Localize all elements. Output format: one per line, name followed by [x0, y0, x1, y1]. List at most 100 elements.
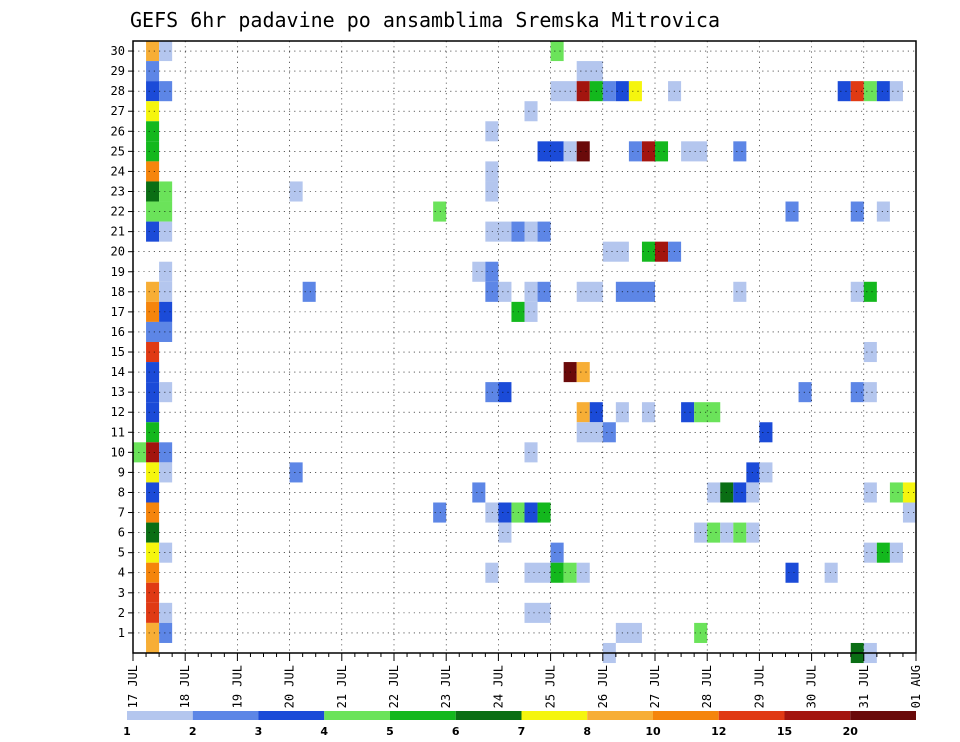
data-cell: [146, 582, 160, 603]
data-cell: [472, 261, 486, 282]
data-cell: [876, 542, 890, 563]
x-tick-label: 26 JUL: [596, 665, 610, 708]
y-tick-label: 1: [118, 626, 125, 640]
y-tick-label: 17: [111, 305, 125, 319]
y-tick-label: 16: [111, 325, 125, 339]
x-tick-label: 24 JUL: [491, 665, 505, 708]
data-cell: [889, 81, 903, 102]
data-cell: [146, 602, 160, 623]
data-cell: [798, 382, 812, 403]
data-cell: [159, 41, 173, 62]
data-cell: [146, 41, 160, 62]
legend-swatch: [521, 711, 588, 720]
data-cell: [550, 562, 564, 583]
x-tick-label: 27 JUL: [648, 665, 662, 708]
y-tick-label: 30: [111, 44, 125, 58]
legend-label: 7: [518, 725, 526, 738]
x-tick-label: 17 JUL: [126, 665, 140, 708]
data-cell: [863, 281, 877, 302]
data-cell: [498, 502, 512, 523]
y-tick-label: 28: [111, 84, 125, 98]
data-cell: [876, 81, 890, 102]
legend-swatch: [784, 711, 851, 720]
y-tick-label: 12: [111, 405, 125, 419]
data-cell: [146, 422, 160, 443]
data-cell: [159, 622, 173, 643]
y-tick-label: 13: [111, 385, 125, 399]
legend-swatch: [718, 711, 785, 720]
chart-title: GEFS 6hr padavine po ansamblima Sremska …: [130, 8, 720, 32]
data-cell: [146, 301, 160, 322]
y-tick-label: 24: [111, 164, 125, 178]
data-cell: [824, 562, 838, 583]
x-tick-label: 30 JUL: [805, 665, 819, 708]
data-cell: [576, 281, 603, 302]
data-cell: [602, 241, 629, 262]
data-cell: [863, 341, 877, 363]
data-cell: [524, 602, 551, 623]
data-cell: [146, 101, 160, 122]
data-cell: [146, 442, 160, 463]
data-cell: [628, 81, 642, 102]
data-cell: [133, 442, 147, 463]
x-tick-label: 20 JUL: [283, 665, 297, 708]
data-cell: [146, 402, 160, 423]
data-cell: [550, 81, 577, 102]
legend-swatch: [587, 711, 653, 720]
data-cell: [159, 442, 173, 463]
legend-label: 2: [189, 725, 197, 738]
data-cell: [433, 201, 447, 222]
data-cell: [146, 281, 160, 302]
data-cell: [576, 422, 603, 443]
data-cell: [524, 502, 538, 523]
data-cell: [498, 382, 512, 403]
y-tick-label: 29: [111, 64, 125, 78]
data-cell: [576, 141, 590, 162]
y-tick-label: 6: [118, 526, 125, 540]
data-cell: [902, 502, 916, 523]
x-tick-label: 28 JUL: [700, 665, 714, 708]
data-cell: [146, 221, 160, 242]
y-tick-label: 2: [118, 606, 125, 620]
data-cell: [785, 201, 799, 222]
data-cell: [615, 281, 655, 302]
legend-label: 6: [452, 725, 460, 738]
data-cell: [524, 301, 538, 322]
data-cell: [850, 281, 864, 302]
y-tick-label: 9: [118, 465, 125, 479]
x-tick-label: 22 JUL: [387, 665, 401, 708]
data-cell: [550, 542, 564, 563]
data-cell: [146, 382, 160, 403]
legend-swatch: [653, 711, 719, 720]
data-cell: [655, 241, 669, 262]
data-cell: [146, 121, 160, 142]
data-cell: [159, 81, 173, 102]
data-cell: [850, 201, 864, 222]
data-cell: [576, 81, 590, 102]
data-cell: [146, 161, 160, 182]
data-cell: [524, 281, 538, 302]
y-tick-label: 14: [111, 365, 125, 379]
data-cell: [576, 402, 590, 423]
data-cell: [694, 402, 721, 423]
legend-label: 5: [386, 725, 394, 738]
data-cell: [159, 281, 173, 302]
x-tick-label: 29 JUL: [752, 665, 766, 708]
data-cell: [850, 382, 864, 403]
data-cell: [159, 301, 173, 322]
data-cell: [524, 221, 538, 242]
data-cell: [733, 141, 747, 162]
y-tick-label: 19: [111, 265, 125, 279]
legend-swatch: [390, 711, 456, 720]
y-tick-label: 8: [118, 485, 125, 499]
data-cell: [146, 362, 160, 383]
y-tick-label: 4: [118, 566, 125, 580]
data-cell: [289, 181, 303, 202]
data-cell: [850, 81, 864, 102]
data-cell: [146, 562, 160, 583]
data-cell: [146, 542, 160, 563]
data-cell: [615, 622, 642, 643]
x-tick-label: 01 AUG: [909, 665, 923, 708]
data-cell: [472, 482, 486, 503]
